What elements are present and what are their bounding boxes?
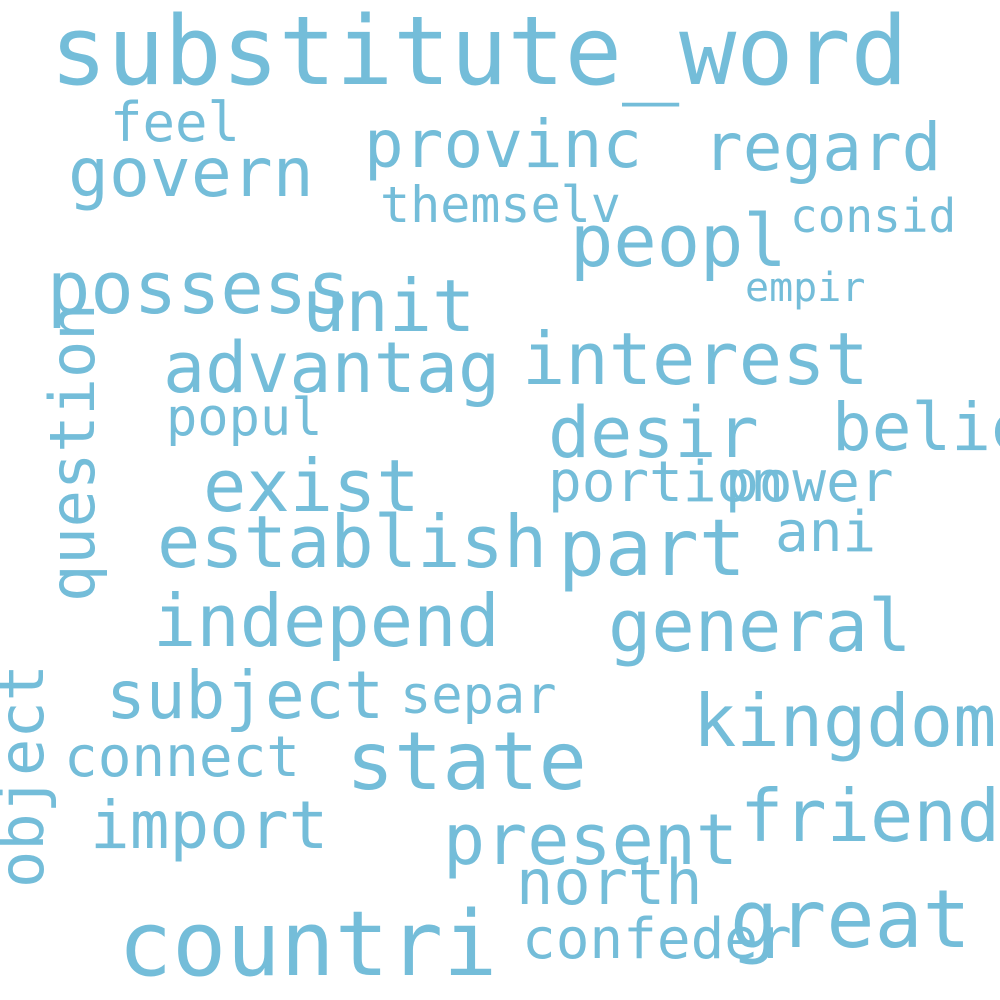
word-themselv: popul (166, 388, 323, 448)
word-ani: believ (832, 389, 1000, 466)
word-believ: connect (64, 725, 301, 790)
word-exist: exist (203, 444, 420, 528)
word-unit: unit (302, 264, 476, 348)
word-independ: independ (153, 579, 500, 663)
word-establish: establish (157, 500, 548, 584)
word-confeder: separ (400, 666, 557, 726)
word-govern: govern (68, 134, 314, 213)
word-provinc: provinc (364, 106, 643, 183)
word-north: possess (47, 246, 351, 330)
word-separ: north (516, 846, 703, 919)
word-advantag: advantag (163, 327, 501, 409)
word-popul: ani (775, 500, 877, 565)
word-empir: themselv (380, 176, 621, 234)
word-question: empir (745, 265, 866, 311)
word-substitute-word: substitute_word (50, 0, 908, 107)
word-regard: regard (703, 109, 942, 186)
word-friend: friend (740, 774, 1000, 858)
word-part: part (558, 504, 746, 594)
word-interest: interest (522, 317, 869, 401)
word-portion: power (725, 450, 894, 515)
word-import: question (36, 303, 109, 602)
word-great: great (730, 873, 971, 966)
word-feel: portion (548, 450, 785, 515)
word-kingdom: kingdom (693, 679, 997, 763)
word-possess: object (0, 664, 58, 888)
word-consid: feel (110, 91, 241, 154)
word-object: consid (790, 189, 957, 243)
word-present: present (443, 799, 739, 881)
word-peopl: peopl (570, 199, 787, 283)
word-general: general (608, 584, 912, 668)
word-subject: import (90, 787, 329, 864)
word-desir: desir (548, 392, 759, 474)
word-power: confeder (522, 907, 792, 972)
word-countri: countri (118, 892, 498, 997)
word-state: state (346, 715, 587, 808)
word-connect: subject (106, 657, 385, 734)
